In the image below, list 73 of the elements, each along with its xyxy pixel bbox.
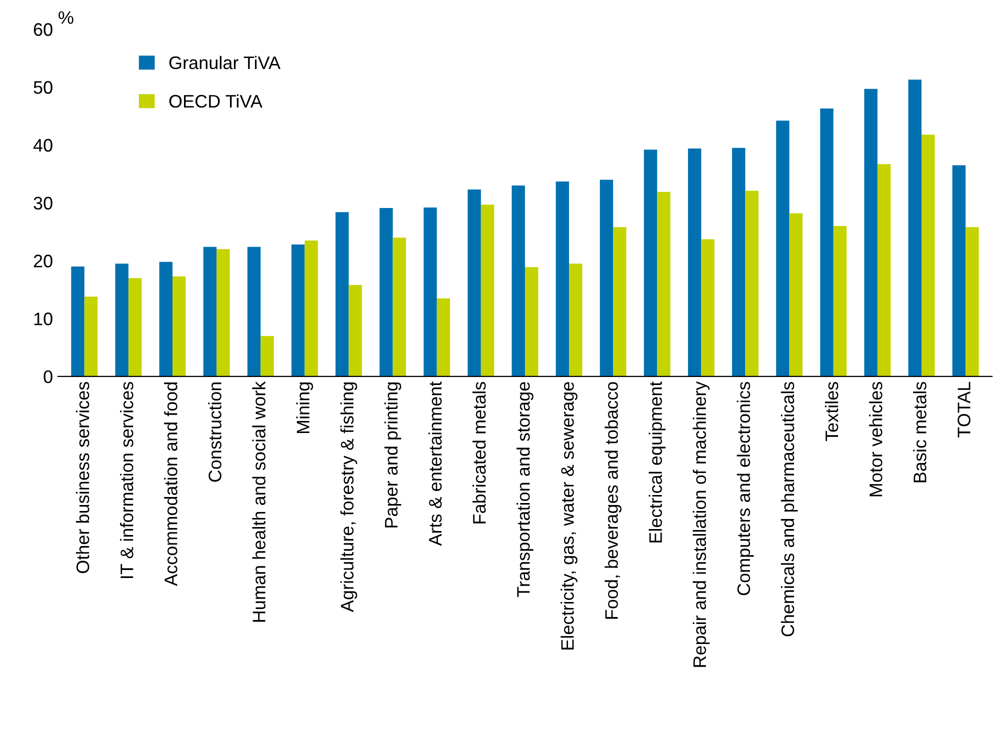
y-tick-label: 20 (34, 254, 52, 268)
bar (556, 181, 570, 376)
x-tick-label: TOTAL (958, 382, 970, 438)
x-tick-label: Paper and printing (384, 382, 402, 528)
y-tick-label: 0 (44, 370, 52, 384)
bar (291, 244, 305, 376)
bar (966, 227, 979, 376)
x-tick-label: Chemicals and pharmaceuticals (780, 382, 798, 636)
y-tick-label: 60 (34, 23, 52, 36)
bar (820, 108, 834, 376)
bar (908, 80, 922, 376)
x-tick-label: Human health and social work (252, 381, 266, 622)
bar (84, 296, 98, 376)
bar (336, 212, 349, 376)
bar (732, 148, 746, 376)
x-tick-label: Basic metals (913, 382, 926, 482)
x-tick-label: Fabricated metals (472, 382, 486, 524)
bar (304, 240, 318, 376)
x-tick-label: Motor vehicles (869, 382, 882, 496)
bar (380, 208, 393, 376)
bar (952, 165, 966, 376)
x-tick-label: Agriculture, forestry & fishing (340, 382, 358, 612)
bar (833, 226, 847, 376)
bar (348, 285, 362, 376)
y-tick-label: 40 (33, 138, 52, 152)
bar (260, 336, 274, 376)
x-tick-label: Mining (296, 382, 314, 434)
bar (128, 278, 142, 376)
bar (436, 298, 450, 376)
bar (864, 88, 878, 376)
x-tick-label: Transportation and storage (516, 382, 534, 598)
bar (613, 227, 626, 376)
legend-label: Granular TiVA (169, 56, 280, 70)
x-tick-label: Food, beverages and tobacco (604, 382, 622, 619)
bar (392, 238, 406, 376)
bar (71, 266, 84, 376)
x-tick-label: IT & information services (120, 382, 134, 578)
bar (159, 262, 172, 376)
y-tick-label: 10 (34, 312, 52, 326)
x-tick-label: Electricity, gas, water & sewerage (560, 382, 578, 650)
bar (922, 134, 935, 376)
bar (216, 249, 230, 376)
bar (424, 207, 437, 376)
x-tick-label: Construction (208, 382, 222, 482)
bar (569, 264, 582, 376)
bar (512, 185, 525, 376)
legend-label: OECD TiVA (169, 94, 262, 108)
y-axis-title: % (58, 11, 74, 24)
bar (480, 204, 494, 376)
bar (468, 190, 481, 376)
bar (776, 120, 790, 376)
bar (688, 148, 702, 376)
x-tick-label: Arts & entertainment (428, 381, 442, 546)
bar (203, 246, 217, 376)
y-tick-label: 30 (34, 196, 52, 210)
bar (172, 276, 186, 376)
bar (877, 164, 891, 376)
bar (657, 192, 670, 376)
bar (701, 239, 714, 376)
x-tick-label: Other business services (76, 382, 90, 574)
x-tick-label: Accommodation and food (164, 382, 178, 586)
y-tick-label: 50 (34, 81, 52, 94)
bar (600, 180, 614, 376)
bar (247, 246, 261, 376)
bar (644, 150, 658, 376)
bar (524, 267, 538, 376)
x-tick-label: Textiles (824, 382, 838, 442)
x-tick-label: Computers and electronics (736, 382, 754, 596)
x-tick-label: Electrical equipment (648, 381, 666, 542)
bar (745, 190, 758, 376)
bar (789, 213, 803, 376)
x-tick-label: Repair and installation of machinery (692, 381, 710, 667)
bar (115, 264, 128, 376)
